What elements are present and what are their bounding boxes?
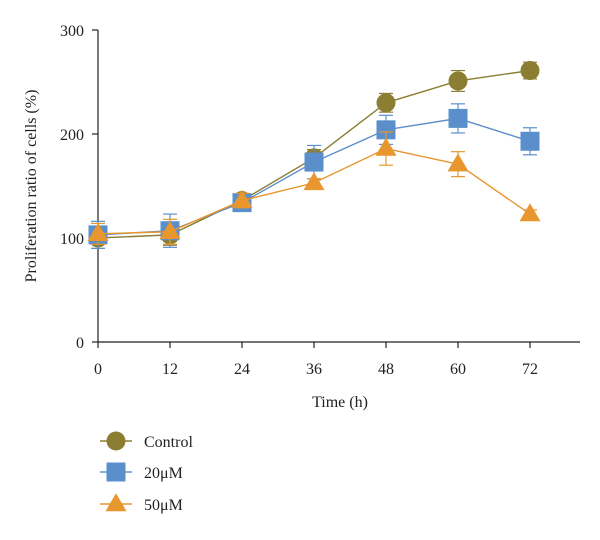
data-point — [376, 120, 396, 140]
y-tick-label: 300 — [60, 23, 84, 40]
data-point — [520, 61, 540, 81]
y-axis-label: Proliferation ratio of cells (%) — [23, 90, 40, 283]
data-point — [159, 220, 181, 239]
y-tick-label: 200 — [60, 127, 84, 144]
legend-marker — [105, 493, 127, 512]
series-layer — [87, 61, 541, 249]
data-point — [448, 108, 468, 128]
x-tick-label: 12 — [162, 361, 178, 378]
axes: 0 100 200 300 0 12 24 36 48 60 72 — [60, 23, 580, 378]
data-point — [520, 131, 540, 151]
legend-label: Control — [144, 434, 193, 451]
data-point — [375, 137, 397, 156]
series-triangle — [87, 131, 541, 245]
legend-label: 50μM — [144, 497, 183, 514]
x-tick-label: 60 — [450, 361, 466, 378]
legend-item: 50μM — [100, 493, 183, 514]
data-point — [303, 172, 325, 191]
x-tick-label: 0 — [94, 361, 102, 378]
x-axis-label: Time (h) — [312, 394, 368, 411]
x-tick-label: 48 — [378, 361, 394, 378]
data-point — [304, 152, 324, 172]
legend: Control 20μM 50μM — [100, 431, 193, 514]
legend-marker — [106, 431, 126, 451]
data-point — [447, 153, 469, 172]
legend-marker — [106, 462, 126, 482]
y-tick-label: 0 — [76, 335, 84, 352]
data-point — [231, 189, 253, 208]
data-point — [448, 71, 468, 91]
x-tick-label: 24 — [234, 361, 250, 378]
legend-label: 20μM — [144, 465, 183, 482]
data-point — [87, 223, 109, 242]
x-tick-label: 72 — [522, 361, 538, 378]
legend-item: Control — [100, 431, 193, 451]
y-tick-label: 100 — [60, 231, 84, 248]
legend-item: 20μM — [100, 462, 183, 482]
data-point — [519, 203, 541, 222]
x-tick-label: 36 — [306, 361, 322, 378]
data-point — [376, 93, 396, 113]
